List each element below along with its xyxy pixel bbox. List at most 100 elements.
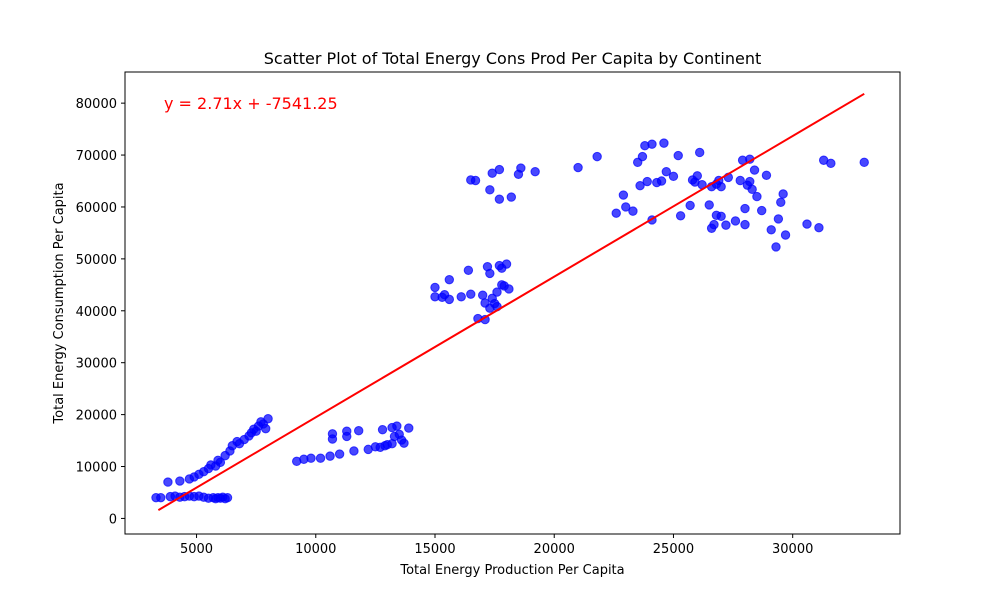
data-point [740, 219, 750, 230]
data-point [349, 446, 359, 456]
data-point [494, 194, 505, 204]
data-point [749, 165, 760, 175]
data-point [497, 280, 507, 290]
data-point [573, 162, 583, 173]
data-point [618, 190, 629, 200]
data-point [721, 220, 731, 230]
data-point [761, 170, 772, 181]
data-point [260, 423, 271, 434]
x-tick-label: 10000 [295, 542, 336, 557]
data-point [673, 150, 683, 161]
data-point [516, 163, 526, 173]
y-axis-title: Total Energy Consumption Per Capita [52, 182, 67, 424]
data-point [444, 274, 455, 285]
data-point [773, 214, 784, 224]
y-tick-label: 40000 [76, 305, 117, 320]
y-tick-label: 80000 [76, 97, 117, 112]
x-tick-label: 20000 [534, 542, 575, 557]
x-axis-ticks: 5000 10000 15000 20000 25000 30000 [180, 534, 813, 557]
data-point [740, 203, 750, 214]
data-point [456, 292, 466, 302]
data-point [661, 166, 672, 177]
data-point [621, 202, 631, 212]
data-point [704, 200, 714, 210]
y-tick-label: 30000 [76, 357, 117, 372]
data-point [637, 151, 648, 162]
data-point [859, 157, 869, 168]
data-point [675, 211, 686, 221]
x-axis-title: Total Energy Production Per Capita [399, 563, 624, 578]
data-point [642, 176, 652, 187]
data-point [685, 200, 695, 211]
data-point [668, 171, 679, 182]
data-point [263, 414, 273, 424]
data-point [506, 192, 517, 202]
data-point [404, 423, 414, 433]
data-point [635, 180, 645, 191]
data-point [752, 191, 762, 202]
data-point [156, 492, 166, 503]
data-point [430, 282, 440, 293]
data-point [325, 451, 335, 461]
data-point [766, 225, 776, 235]
y-axis-ticks: 0 10000 20000 30000 40000 50000 60000 70000 8000… [76, 97, 125, 527]
data-point [709, 219, 719, 230]
x-tick-label: 30000 [772, 542, 813, 557]
y-tick-label: 70000 [76, 149, 117, 164]
data-point [745, 176, 755, 187]
data-point [315, 453, 326, 463]
y-tick-label: 0 [109, 512, 117, 527]
data-point [334, 449, 345, 459]
data-point [470, 175, 481, 186]
data-point [656, 176, 667, 186]
data-point [466, 289, 476, 299]
data-point [175, 476, 185, 486]
data-point [611, 208, 621, 218]
x-tick-label: 15000 [414, 542, 455, 557]
data-point [215, 457, 226, 468]
y-tick-label: 60000 [76, 201, 117, 216]
data-point [780, 230, 791, 240]
data-point [814, 223, 824, 233]
x-tick-label: 25000 [653, 542, 694, 557]
data-point [826, 158, 836, 169]
y-tick-label: 50000 [76, 253, 117, 268]
data-point [477, 290, 488, 300]
data-point [692, 171, 703, 181]
y-tick-label: 20000 [76, 409, 117, 424]
data-point [492, 287, 502, 297]
data-point [342, 431, 352, 442]
data-point [494, 164, 505, 175]
data-point [776, 197, 786, 207]
chart-title: Scatter Plot of Total Energy Cons Prod P… [264, 49, 762, 68]
data-point [802, 219, 812, 229]
data-point [730, 216, 741, 226]
data-point [306, 453, 316, 463]
y-tick-label: 10000 [76, 461, 117, 476]
data-point [530, 166, 540, 177]
data-point [353, 425, 364, 436]
data-point [444, 294, 455, 305]
data-point [501, 259, 512, 269]
data-point [694, 147, 705, 158]
data-point [377, 424, 388, 435]
data-point [747, 184, 757, 195]
data-point [399, 438, 409, 448]
data-point [392, 421, 402, 431]
data-point [735, 175, 745, 186]
data-point [592, 151, 602, 162]
data-point [463, 265, 474, 275]
trend-line [157, 92, 865, 511]
data-point [647, 139, 657, 149]
scatter-points [151, 138, 869, 504]
data-point [485, 185, 495, 195]
data-point [771, 242, 781, 252]
regression-equation: y = 2.71x + -7541.25 [164, 94, 338, 113]
data-point [163, 477, 173, 487]
data-point [716, 211, 726, 222]
data-point [778, 189, 788, 199]
data-point [659, 138, 669, 148]
x-tick-label: 5000 [180, 542, 213, 557]
